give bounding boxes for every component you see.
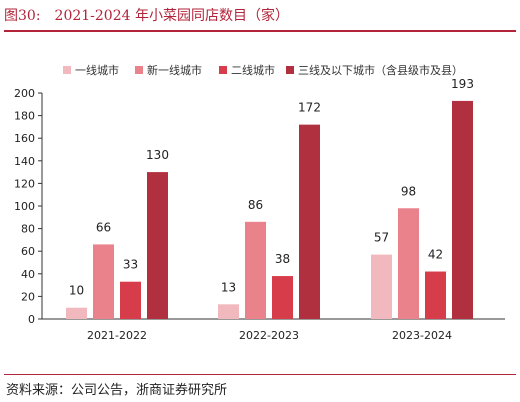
bar-2022-2023-series-4 (299, 124, 320, 319)
bar-2023-2024-series-4 (452, 100, 473, 319)
bar-2022-2023-series-3 (272, 276, 293, 319)
data-label-2023-2024-series-4: 193 (451, 77, 474, 91)
y-tick-label: 100 (14, 200, 35, 213)
legend-swatch-4 (286, 66, 294, 74)
x-tick-label: 2022-2023 (239, 329, 299, 342)
legend-swatch-1 (63, 66, 71, 74)
data-label-2023-2024-series-2: 98 (401, 184, 416, 198)
y-tick-label: 20 (21, 290, 35, 303)
bar-2022-2023-series-1 (218, 304, 239, 319)
data-label-2021-2022-series-4: 130 (146, 148, 169, 162)
bar-2021-2022-series-4 (147, 172, 168, 319)
x-tick-label: 2021-2022 (87, 329, 147, 342)
bar-chart: 一线城市 新一线城市 二线城市 三线及以下城市（含县级市及县） 0 20 40 60 80 100… (14, 63, 505, 342)
bar-2022-2023-series-2 (245, 221, 266, 319)
bar-2021-2022-series-2 (93, 244, 114, 319)
legend-swatch-2 (135, 66, 143, 74)
y-tick-label: 140 (14, 155, 35, 168)
bar-2023-2024-series-3 (425, 271, 446, 319)
data-label-2022-2023-series-3: 38 (275, 252, 290, 266)
legend-label-2: 新一线城市 (147, 63, 202, 77)
y-tick-label: 60 (21, 245, 35, 258)
data-label-2021-2022-series-3: 33 (123, 258, 138, 272)
y-tick-label: 80 (21, 223, 35, 236)
y-tick-label: 180 (14, 110, 35, 123)
y-tick-label: 200 (14, 87, 35, 100)
data-label-2021-2022-series-1: 10 (69, 284, 84, 298)
footer-divider (4, 374, 516, 375)
data-label-2023-2024-series-3: 42 (428, 248, 443, 262)
y-tick-label: 0 (28, 313, 35, 326)
y-tick-label: 120 (14, 177, 35, 190)
bar-2021-2022-series-1 (66, 307, 87, 319)
legend-label-3: 二线城市 (231, 63, 275, 77)
data-label-2022-2023-series-4: 172 (298, 101, 321, 115)
data-label-2021-2022-series-2: 66 (96, 220, 111, 234)
bar-2023-2024-series-1 (371, 254, 392, 319)
legend-label-4: 三线及以下城市（含县级市及县） (298, 63, 463, 77)
source-note: 资料来源：公司公告，浙商证券研究所 (6, 383, 228, 398)
legend-label-1: 一线城市 (75, 63, 119, 77)
data-label-2022-2023-series-1: 13 (221, 280, 236, 294)
legend-swatch-3 (219, 66, 227, 74)
data-label-2022-2023-series-2: 86 (248, 198, 263, 212)
title-bar: 图30: 2021-2024 年小菜园同店数目（家） (4, 4, 516, 32)
bar-2023-2024-series-2 (398, 208, 419, 319)
figure-label: 图30: (4, 8, 41, 24)
figure-title: 图30: 2021-2024 年小菜园同店数目（家） (4, 4, 516, 28)
figure-title-text: 2021-2024 年小菜园同店数目（家） (54, 8, 289, 24)
y-tick-label: 40 (21, 268, 35, 281)
data-label-2023-2024-series-1: 57 (374, 231, 389, 245)
bar-2021-2022-series-3 (120, 281, 141, 319)
x-tick-label: 2023-2024 (392, 329, 452, 342)
y-tick-label: 160 (14, 132, 35, 145)
